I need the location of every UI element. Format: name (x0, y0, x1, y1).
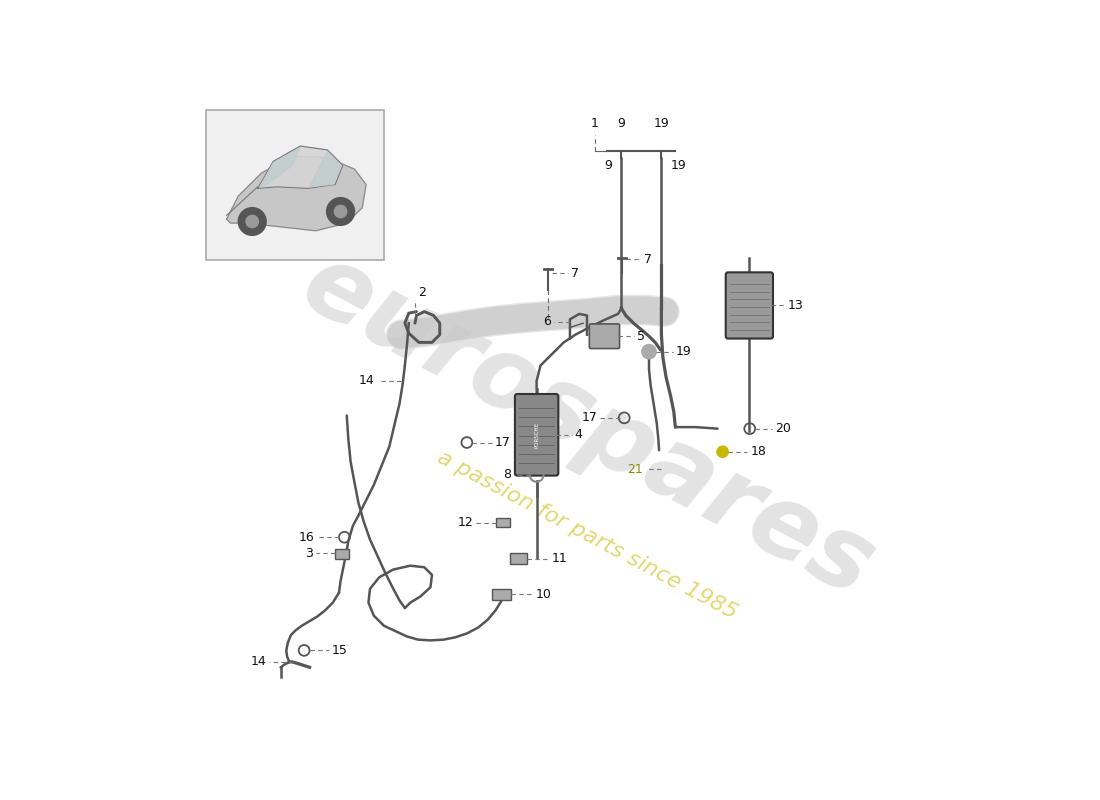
Text: 7: 7 (571, 266, 579, 280)
Text: 2: 2 (418, 286, 426, 298)
Circle shape (334, 206, 346, 218)
Text: 16: 16 (298, 530, 315, 544)
Bar (206, 110, 384, 260)
FancyBboxPatch shape (590, 324, 619, 349)
Text: 19: 19 (676, 345, 692, 358)
Text: 13: 13 (788, 299, 803, 312)
FancyBboxPatch shape (515, 394, 559, 476)
Text: 19: 19 (671, 159, 686, 172)
Text: 6: 6 (543, 315, 551, 328)
Text: 5: 5 (637, 330, 645, 342)
Text: 12: 12 (458, 516, 473, 529)
Text: 18: 18 (750, 446, 767, 458)
Text: 8: 8 (503, 468, 512, 482)
Text: 21: 21 (627, 463, 642, 476)
Polygon shape (309, 151, 341, 187)
Text: 19: 19 (653, 117, 669, 130)
Text: 15: 15 (332, 644, 348, 657)
Circle shape (642, 345, 656, 358)
Circle shape (239, 208, 266, 235)
Bar (336, 549, 349, 558)
Circle shape (327, 198, 354, 226)
Bar (509, 554, 527, 564)
Text: 10: 10 (536, 588, 552, 601)
Polygon shape (257, 146, 343, 188)
Text: 9: 9 (617, 117, 625, 130)
Text: 17: 17 (581, 411, 597, 424)
Text: 17: 17 (495, 436, 510, 449)
Circle shape (717, 446, 728, 457)
Text: 14: 14 (359, 374, 375, 387)
Bar (493, 589, 512, 600)
Polygon shape (227, 156, 366, 230)
Text: a passion for parts since 1985: a passion for parts since 1985 (433, 447, 740, 622)
Circle shape (246, 215, 258, 228)
Text: 7: 7 (645, 253, 652, 266)
Bar (495, 518, 509, 527)
Text: 4: 4 (574, 428, 583, 442)
Text: eurospares: eurospares (285, 236, 889, 618)
Text: 1: 1 (591, 117, 598, 130)
Text: 9: 9 (604, 159, 612, 172)
Polygon shape (260, 147, 300, 187)
Text: PORSCHE: PORSCHE (535, 422, 539, 448)
Text: 14: 14 (251, 655, 266, 669)
Text: 11: 11 (551, 552, 568, 566)
Text: 3: 3 (305, 547, 312, 560)
FancyBboxPatch shape (726, 272, 773, 338)
Text: 20: 20 (776, 422, 791, 435)
